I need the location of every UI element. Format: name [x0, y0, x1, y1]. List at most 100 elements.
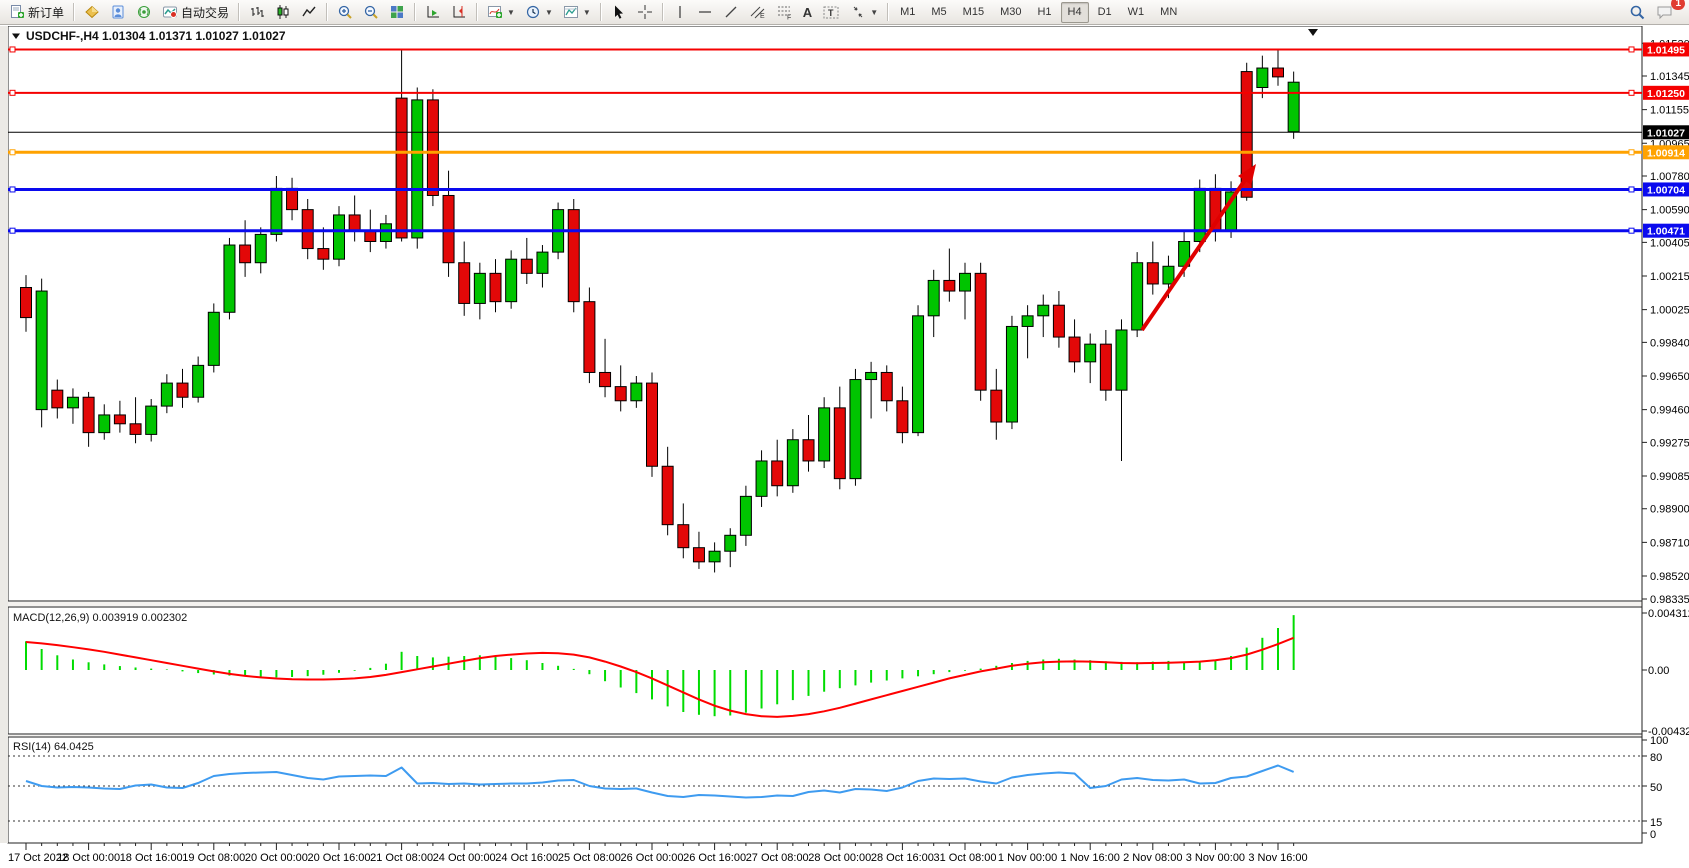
gold-diamond-button[interactable] — [79, 1, 105, 24]
price-tag-label: 1.00914 — [1647, 147, 1685, 159]
candle — [348, 214, 361, 232]
line-handle[interactable] — [9, 46, 16, 53]
chart-shift-marker[interactable] — [1308, 29, 1318, 36]
auto-scroll-button[interactable] — [420, 1, 446, 24]
fibonacci-tool-button[interactable]: F — [771, 1, 798, 24]
chart-title: USDCHF-,H4 1.01304 1.01371 1.01027 1.010… — [26, 29, 286, 43]
indicators-button[interactable]: ▼ — [482, 1, 520, 24]
trendline-icon — [725, 6, 737, 18]
market-icon — [112, 5, 124, 19]
candle — [113, 414, 126, 425]
line-handle[interactable] — [1628, 227, 1635, 234]
fibonacci-icon: F — [777, 6, 791, 20]
candle — [1162, 265, 1175, 285]
candlestick-button[interactable] — [270, 1, 296, 24]
chart-shift-button[interactable] — [446, 1, 472, 24]
candle — [1005, 325, 1018, 423]
date-axis-label: 3 Nov 16:00 — [1248, 852, 1307, 863]
zoom-in-button[interactable] — [332, 1, 358, 24]
bar-chart-button[interactable] — [244, 1, 270, 24]
chart-menu-triangle-icon[interactable] — [12, 33, 20, 40]
toolbar-separator — [476, 3, 479, 21]
macd-axis-label: -0.004328 — [1648, 726, 1689, 738]
tile-windows-button[interactable] — [384, 1, 410, 24]
rsi-axis-label: 15 — [1650, 817, 1662, 829]
date-axis-label: 24 Oct 00:00 — [433, 852, 496, 863]
line-handle[interactable] — [9, 149, 16, 156]
candle — [786, 439, 799, 487]
indicators-icon — [488, 6, 503, 18]
new-order-button[interactable]: 新订单 — [4, 1, 69, 24]
trendline-tool-button[interactable] — [718, 1, 744, 24]
candle — [254, 233, 267, 264]
candle — [129, 423, 142, 435]
gold-diamond-icon — [85, 5, 99, 19]
templates-button[interactable]: ▼ — [558, 1, 596, 24]
toolbar-separator — [887, 3, 890, 21]
price-axis-label: 1.00215 — [1650, 271, 1689, 283]
timeframe-button-h4[interactable]: H4 — [1060, 1, 1089, 23]
candle — [583, 301, 596, 373]
candle — [442, 194, 455, 264]
timeframe-button-h1[interactable]: H1 — [1037, 6, 1052, 18]
price-tag — [1643, 145, 1689, 160]
candle — [520, 258, 533, 274]
signals-button[interactable] — [131, 1, 157, 24]
timeframe-button-m30[interactable]: M30 — [1000, 6, 1022, 18]
price-axis-label: 1.01155 — [1650, 105, 1689, 117]
line-handle[interactable] — [9, 89, 16, 96]
svg-text:T: T — [828, 8, 834, 18]
timeframe-button-d1[interactable]: D1 — [1097, 6, 1112, 18]
timeframe-button-m5[interactable]: M5 — [931, 6, 947, 18]
price-axis-label: 0.98520 — [1650, 571, 1689, 583]
vertical-line-tool-button[interactable] — [668, 1, 692, 24]
line-handle[interactable] — [9, 227, 16, 234]
notifications-button[interactable]: 1 — [1651, 0, 1685, 24]
candle — [724, 534, 737, 552]
cursor-tool-button[interactable] — [606, 1, 632, 24]
trend-arrow[interactable] — [1140, 164, 1256, 332]
timeframe-button-m15[interactable]: M15 — [962, 6, 985, 18]
date-axis-label: 25 Oct 08:00 — [558, 852, 621, 863]
svg-text:E: E — [760, 13, 765, 20]
chevron-down-icon: ▼ — [507, 7, 515, 17]
candle — [990, 389, 1003, 423]
price-axis-label: 0.99275 — [1650, 437, 1689, 449]
pane-splitter[interactable] — [8, 735, 1642, 736]
line-handle[interactable] — [1628, 46, 1635, 53]
timeframe-button-w1[interactable]: W1 — [1127, 6, 1145, 18]
timeframe-button-m1[interactable]: M1 — [900, 6, 916, 18]
candle — [896, 400, 909, 434]
date-axis-label: 18 Oct 16:00 — [120, 852, 183, 863]
auto-scroll-icon — [427, 6, 440, 18]
text-label-tool-button[interactable]: T — [817, 1, 845, 24]
equidistant-channel-tool-button[interactable]: E — [744, 1, 771, 24]
autotrading-button[interactable]: 自动交易 — [157, 1, 234, 24]
periods-button[interactable]: ▼ — [520, 1, 558, 24]
price-axis-label: 1.00780 — [1650, 171, 1689, 183]
candle — [473, 272, 486, 304]
zoom-out-icon — [364, 5, 378, 19]
line-handle[interactable] — [1628, 186, 1635, 193]
horizontal-line-tool-button[interactable] — [692, 1, 718, 24]
crosshair-tool-button[interactable] — [632, 1, 658, 24]
text-tool-button[interactable]: A — [798, 1, 817, 24]
rsi-axis-label: 50 — [1650, 782, 1662, 794]
line-handle[interactable] — [9, 186, 16, 193]
market-button[interactable] — [105, 1, 131, 24]
zoom-out-button[interactable] — [358, 1, 384, 24]
candle — [692, 547, 705, 563]
candle — [98, 414, 111, 434]
arrows-tool-button[interactable]: ▼ — [845, 1, 883, 24]
candle — [1099, 343, 1112, 391]
candle — [505, 258, 518, 303]
line-chart-button[interactable] — [296, 1, 322, 24]
pane-splitter[interactable] — [8, 602, 1642, 606]
search-button[interactable] — [1624, 1, 1651, 24]
candle — [1115, 329, 1128, 391]
bar-chart-icon — [251, 7, 265, 17]
line-handle[interactable] — [1628, 149, 1635, 156]
candle — [739, 495, 752, 536]
timeframe-button-mn[interactable]: MN — [1160, 6, 1178, 18]
line-handle[interactable] — [1628, 89, 1635, 96]
